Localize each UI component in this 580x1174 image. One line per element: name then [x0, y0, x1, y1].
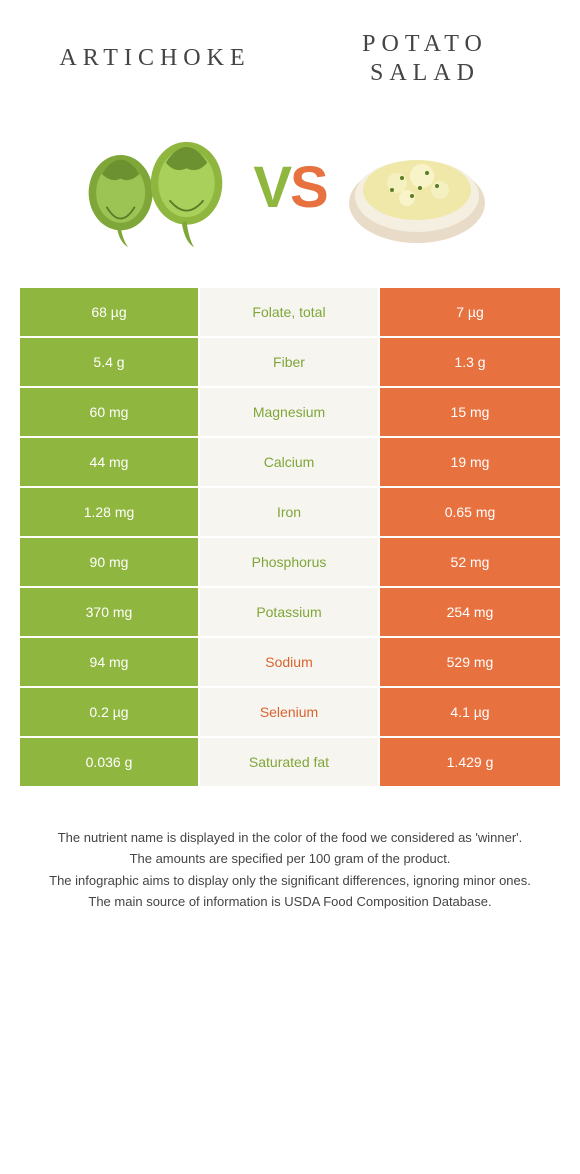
food-title-right-line2: Salad	[370, 60, 480, 86]
cell-right-value: 4.1 µg	[380, 688, 560, 738]
potato-salad-icon	[342, 118, 492, 258]
food-title-left: Artichoke	[20, 45, 290, 72]
cell-left-value: 370 mg	[20, 588, 200, 638]
cell-nutrient-label: Sodium	[200, 638, 380, 688]
footer-notes: The nutrient name is displayed in the co…	[0, 788, 580, 934]
nutrient-tbody: 68 µgFolate, total7 µg5.4 gFiber1.3 g60 …	[20, 288, 560, 788]
cell-nutrient-label: Calcium	[200, 438, 380, 488]
cell-left-value: 0.2 µg	[20, 688, 200, 738]
cell-right-value: 19 mg	[380, 438, 560, 488]
nutrient-table: 68 µgFolate, total7 µg5.4 gFiber1.3 g60 …	[20, 288, 560, 788]
cell-right-value: 0.65 mg	[380, 488, 560, 538]
cell-left-value: 1.28 mg	[20, 488, 200, 538]
footer-line4: The main source of information is USDA F…	[30, 892, 550, 912]
cell-nutrient-label: Fiber	[200, 338, 380, 388]
footer-line1: The nutrient name is displayed in the co…	[30, 828, 550, 848]
table-row: 0.2 µgSelenium4.1 µg	[20, 688, 560, 738]
table-row: 0.036 gSaturated fat1.429 g	[20, 738, 560, 788]
cell-right-value: 254 mg	[380, 588, 560, 638]
table-row: 60 mgMagnesium15 mg	[20, 388, 560, 438]
cell-left-value: 68 µg	[20, 288, 200, 338]
cell-nutrient-label: Phosphorus	[200, 538, 380, 588]
artichoke-image	[83, 118, 243, 258]
cell-left-value: 44 mg	[20, 438, 200, 488]
cell-right-value: 529 mg	[380, 638, 560, 688]
cell-nutrient-label: Selenium	[200, 688, 380, 738]
table-row: 370 mgPotassium254 mg	[20, 588, 560, 638]
footer-line3: The infographic aims to display only the…	[30, 871, 550, 891]
table-row: 44 mgCalcium19 mg	[20, 438, 560, 488]
cell-right-value: 15 mg	[380, 388, 560, 438]
header-row: Artichoke Potato Salad	[0, 0, 580, 98]
vs-s: S	[290, 155, 327, 220]
cell-nutrient-label: Iron	[200, 488, 380, 538]
food-title-right-line1: Potato	[362, 31, 488, 57]
vs-v: V	[253, 155, 290, 220]
potato-salad-image	[337, 118, 497, 258]
food-title-right: Potato Salad	[290, 30, 560, 88]
table-row: 1.28 mgIron0.65 mg	[20, 488, 560, 538]
table-row: 5.4 gFiber1.3 g	[20, 338, 560, 388]
vs-row: VS	[0, 98, 580, 288]
cell-nutrient-label: Potassium	[200, 588, 380, 638]
table-row: 90 mgPhosphorus52 mg	[20, 538, 560, 588]
cell-left-value: 5.4 g	[20, 338, 200, 388]
cell-nutrient-label: Saturated fat	[200, 738, 380, 788]
cell-right-value: 1.3 g	[380, 338, 560, 388]
table-row: 94 mgSodium529 mg	[20, 638, 560, 688]
cell-right-value: 1.429 g	[380, 738, 560, 788]
cell-left-value: 90 mg	[20, 538, 200, 588]
cell-right-value: 7 µg	[380, 288, 560, 338]
cell-left-value: 94 mg	[20, 638, 200, 688]
cell-nutrient-label: Folate, total	[200, 288, 380, 338]
artichoke-icon	[83, 123, 243, 253]
footer-line2: The amounts are specified per 100 gram o…	[30, 849, 550, 869]
cell-left-value: 60 mg	[20, 388, 200, 438]
cell-left-value: 0.036 g	[20, 738, 200, 788]
table-row: 68 µgFolate, total7 µg	[20, 288, 560, 338]
cell-right-value: 52 mg	[380, 538, 560, 588]
vs-label: VS	[253, 154, 326, 221]
cell-nutrient-label: Magnesium	[200, 388, 380, 438]
